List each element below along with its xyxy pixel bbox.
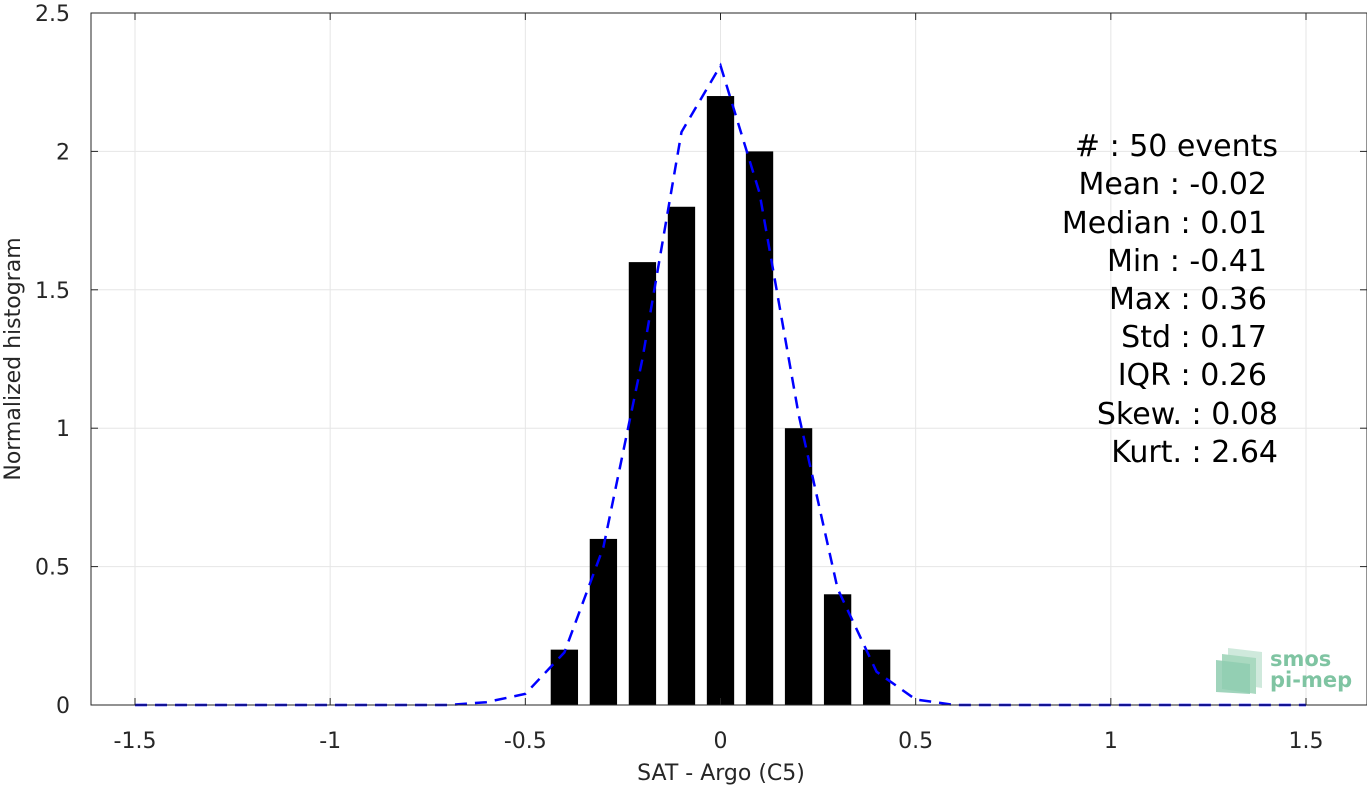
y-axis-label: Normalized histogram bbox=[1, 237, 26, 480]
x-tick-label: 0.5 bbox=[898, 729, 933, 754]
histogram-bar bbox=[706, 96, 735, 706]
y-tick-label: 1 bbox=[56, 417, 70, 442]
histogram-bar bbox=[784, 428, 813, 705]
y-tick-label: 2 bbox=[56, 140, 70, 165]
stat-median: Median : 0.01 bbox=[1062, 206, 1267, 241]
histogram-bar bbox=[745, 151, 774, 705]
y-tick-label: 0.5 bbox=[35, 556, 70, 581]
logo-layers-icon bbox=[1216, 648, 1262, 694]
histogram-bar bbox=[862, 649, 891, 705]
x-axis-label: SAT - Argo (C5) bbox=[637, 761, 805, 786]
stat-min: Min : -0.41 bbox=[1107, 244, 1267, 279]
stats-box: # : 50 events Mean : -0.02 Median : 0.01… bbox=[1062, 129, 1278, 470]
histogram-bar bbox=[823, 594, 852, 705]
x-tick-label: -0.5 bbox=[504, 729, 547, 754]
logo-text-pimep: pi-mep bbox=[1270, 668, 1352, 692]
stat-events: # : 50 events bbox=[1075, 129, 1278, 164]
stat-kurt: Kurt. : 2.64 bbox=[1111, 435, 1278, 470]
histogram-bar bbox=[628, 262, 657, 705]
y-tick-label: 0 bbox=[56, 694, 70, 719]
stat-skew: Skew. : 0.08 bbox=[1097, 397, 1278, 432]
stat-iqr: IQR : 0.26 bbox=[1118, 358, 1267, 393]
stat-std: Std : 0.17 bbox=[1121, 320, 1267, 355]
histogram-bar bbox=[550, 649, 579, 705]
y-axis: 0 0.5 1 1.5 2 2.5 bbox=[35, 2, 1367, 719]
x-tick-label: -1.5 bbox=[114, 729, 157, 754]
stat-mean: Mean : -0.02 bbox=[1078, 167, 1267, 202]
x-tick-label: 1.5 bbox=[1289, 729, 1324, 754]
plot-area-frame bbox=[90, 12, 1367, 706]
x-tick-label: 0 bbox=[714, 729, 728, 754]
histogram-bars bbox=[550, 96, 891, 706]
histogram-bar bbox=[667, 206, 696, 705]
logo-text-smos: smos bbox=[1270, 647, 1331, 671]
histogram-bar bbox=[589, 538, 618, 705]
x-axis: -1.5 -1 -0.5 0 0.5 1 1.5 bbox=[114, 13, 1324, 754]
y-tick-label: 1.5 bbox=[35, 279, 70, 304]
x-tick-label: 1 bbox=[1104, 729, 1118, 754]
x-tick-label: -1 bbox=[319, 729, 341, 754]
stat-max: Max : 0.36 bbox=[1109, 282, 1267, 317]
smos-pimep-logo: smos pi-mep bbox=[1216, 647, 1352, 694]
y-tick-label: 2.5 bbox=[35, 2, 70, 27]
